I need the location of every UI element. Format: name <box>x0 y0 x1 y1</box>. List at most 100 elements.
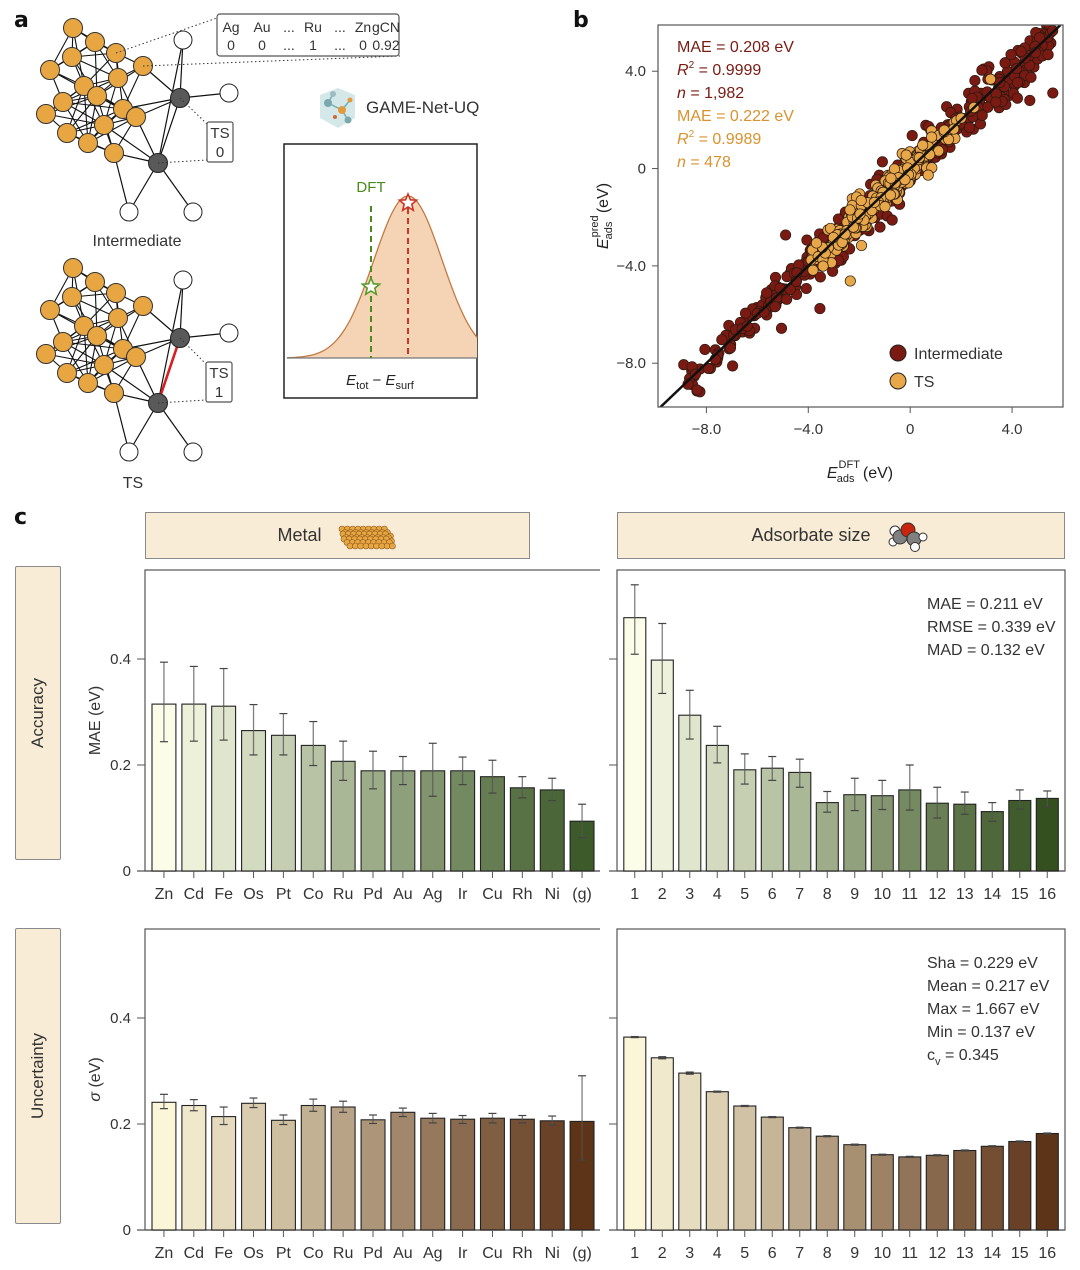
bar-group: 8 <box>815 790 839 903</box>
ts-graph <box>36 258 239 462</box>
ts-box-value: 1 <box>215 384 223 401</box>
bar-group: 11 <box>898 764 922 903</box>
scatter-point <box>1005 49 1017 61</box>
x-tick-label: 12 <box>928 886 946 903</box>
x-tick-label: (g) <box>572 1245 592 1262</box>
y-tick-label: 0.4 <box>110 1010 131 1027</box>
dotted-connector <box>157 159 208 164</box>
bar <box>623 617 647 872</box>
x-tick-label: Au <box>393 886 413 903</box>
bar <box>390 770 416 872</box>
intermediate-r2: R2 = 0.9999 <box>677 60 761 79</box>
scatter-point <box>922 169 934 181</box>
bar <box>300 1104 326 1231</box>
intermediate-n: n = 1,982 <box>677 85 744 102</box>
scatter-point <box>963 122 975 134</box>
x-tick-label: 12 <box>928 1245 946 1262</box>
x-tick-label: Fe <box>214 1245 233 1262</box>
bar-group: 7 <box>788 758 812 903</box>
metal-node <box>57 363 77 383</box>
hydrogen-node <box>183 202 203 222</box>
dft-star-icon <box>360 275 382 297</box>
bar-group: Co <box>300 1098 326 1262</box>
bar-group: 3 <box>678 1071 702 1262</box>
scatter-point <box>966 92 978 104</box>
bar <box>980 1145 1004 1231</box>
scatter-point <box>844 275 856 287</box>
x-tick-label: 7 <box>795 1245 804 1262</box>
bar <box>241 1102 267 1231</box>
bar <box>270 1119 296 1231</box>
bar-group: Os <box>241 1097 267 1262</box>
scatter-point <box>917 139 929 151</box>
x-tick-label: 3 <box>685 1245 694 1262</box>
bar <box>705 1091 729 1231</box>
bar <box>760 1116 784 1231</box>
bar-group: Os <box>241 703 267 903</box>
metal-node <box>63 18 83 38</box>
x-tick-label: Ni <box>545 1245 560 1262</box>
bar <box>509 1118 535 1231</box>
bar-group: Au <box>390 755 416 903</box>
bar <box>953 1149 977 1231</box>
bar-group: Ru <box>330 740 356 903</box>
bar-group: Ir <box>450 1114 476 1262</box>
metal-node <box>62 47 82 67</box>
scatter-point <box>702 362 714 374</box>
x-tick-label: 11 <box>901 886 918 903</box>
bar <box>1008 799 1032 872</box>
x-tick-label: Ru <box>333 886 353 903</box>
bar-group: Pt <box>270 1114 296 1262</box>
feature-header: ... <box>283 19 295 35</box>
bar-group: Zn <box>151 1093 177 1262</box>
x-tick-label: Cu <box>482 886 502 903</box>
bar <box>733 769 757 872</box>
bar <box>815 1135 839 1231</box>
x-tick-label: Pt <box>276 886 292 903</box>
scatter-point <box>900 149 912 161</box>
feature-header: Ru <box>304 19 322 35</box>
bar <box>733 1105 757 1231</box>
x-tick-label: Cd <box>184 886 204 903</box>
feature-header: Ag <box>222 19 239 35</box>
x-tick-label: 15 <box>1011 1245 1029 1262</box>
metal-node <box>108 308 128 328</box>
y-tick-label: 0 <box>123 1222 131 1239</box>
bar <box>623 1036 647 1231</box>
x-tick-label: Zn <box>155 1245 174 1262</box>
bar-group: 2 <box>650 622 674 903</box>
bar-group: Cd <box>181 1099 207 1262</box>
bar-group: 16 <box>1035 790 1059 903</box>
stats-line: MAD = 0.132 eV <box>927 642 1045 659</box>
y-axis-label: σ (eV) <box>87 1057 104 1101</box>
y-tick-label: 0.2 <box>110 1116 131 1133</box>
x-tick-label: Zn <box>155 886 174 903</box>
bar-group: 15 <box>1008 1140 1032 1262</box>
feature-header: Zn <box>355 19 371 35</box>
x-tick-label: 16 <box>1038 886 1056 903</box>
distribution-diagram: DFT Etot − Esurf <box>283 143 478 399</box>
scatter-point <box>761 287 773 299</box>
ts-graph-label: TS <box>123 475 143 492</box>
x-tick-label: Ir <box>458 886 468 903</box>
panel-letter-c: c <box>14 505 28 530</box>
feature-table-box <box>216 13 400 57</box>
x-tick-label: 3 <box>685 886 694 903</box>
bar-group: Co <box>300 720 326 903</box>
bar-group: Pd <box>360 1114 386 1262</box>
x-tick-label: 5 <box>740 886 749 903</box>
x-tick-label: (g) <box>572 886 592 903</box>
scatter-point <box>724 342 737 354</box>
x-tick-label: 11 <box>901 1245 918 1262</box>
bar-group: 11 <box>898 1155 922 1262</box>
bar <box>815 802 839 872</box>
scatter-point <box>1025 71 1037 83</box>
x-tick-label: 16 <box>1038 1245 1056 1262</box>
bar <box>1035 797 1059 872</box>
distribution-fill <box>287 196 477 358</box>
intermediate-label: Intermediate <box>93 233 182 250</box>
bar <box>843 1144 867 1231</box>
scatter-point <box>885 172 897 184</box>
molecule-icon <box>888 522 928 552</box>
